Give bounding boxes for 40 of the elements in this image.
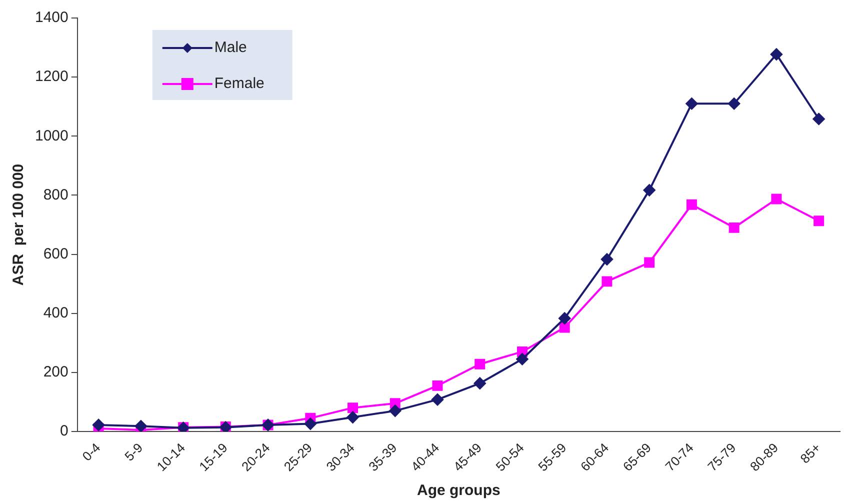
y-tick-label: 1000 <box>34 127 68 144</box>
point <box>474 377 486 390</box>
point <box>728 222 740 233</box>
point <box>814 216 824 226</box>
legend-label: Female <box>214 75 264 92</box>
point <box>686 98 698 110</box>
y-axis-title: ASR per 100 000 <box>10 164 28 286</box>
point <box>516 353 528 366</box>
y-tick-label: 800 <box>43 186 68 204</box>
point <box>812 113 825 125</box>
legend-label: Male <box>214 39 247 56</box>
point <box>474 358 486 370</box>
y-tick-label: 200 <box>43 364 68 381</box>
point <box>644 257 655 268</box>
point <box>728 98 740 110</box>
point <box>600 253 613 266</box>
y-tick-label: 400 <box>43 304 68 322</box>
point <box>134 420 147 432</box>
point <box>346 411 359 424</box>
x-tick-label: 5-9 <box>122 440 146 464</box>
y-tick-label: 1400 <box>34 9 68 26</box>
point <box>643 184 656 196</box>
y-tick-label: 0 <box>60 422 68 440</box>
point <box>304 418 316 430</box>
point <box>558 312 571 324</box>
x-axis-title: Age groups <box>417 482 500 500</box>
point <box>432 380 443 391</box>
point <box>92 418 105 431</box>
point <box>432 394 444 406</box>
point <box>602 276 612 287</box>
point <box>389 404 402 417</box>
x-tick-label: 0-4 <box>79 440 104 464</box>
x-tick-label: 85+ <box>797 440 824 466</box>
point <box>559 322 570 333</box>
point <box>770 48 782 60</box>
y-tick-label: 1200 <box>34 68 68 86</box>
point <box>348 402 358 414</box>
y-tick-label: 600 <box>43 245 68 262</box>
point <box>771 194 782 204</box>
point <box>686 199 697 210</box>
